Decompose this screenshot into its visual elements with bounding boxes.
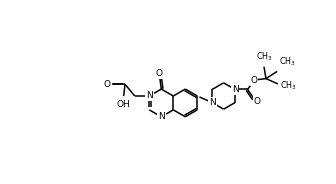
Text: N: N xyxy=(232,85,239,94)
Text: O: O xyxy=(251,76,257,85)
Text: CH$_3$: CH$_3$ xyxy=(280,56,296,68)
Text: OH: OH xyxy=(117,100,130,109)
Text: N: N xyxy=(158,112,165,121)
Text: CH$_3$: CH$_3$ xyxy=(256,50,272,63)
Text: N: N xyxy=(146,91,153,100)
Text: O: O xyxy=(254,97,261,106)
Text: O: O xyxy=(156,69,163,78)
Text: O: O xyxy=(103,80,110,89)
Text: N: N xyxy=(209,98,216,107)
Text: CH$_3$: CH$_3$ xyxy=(280,79,297,92)
